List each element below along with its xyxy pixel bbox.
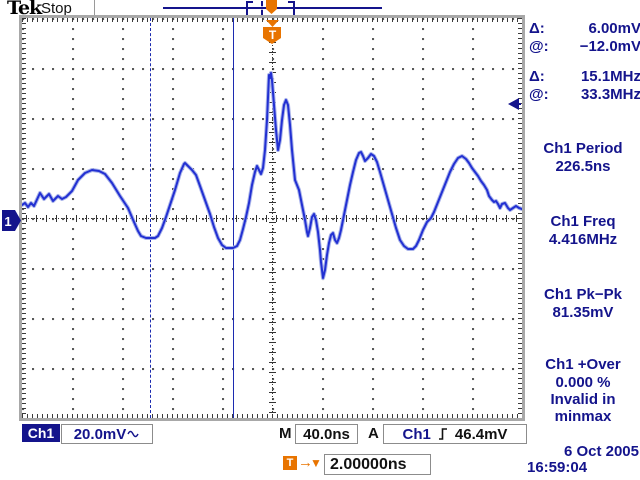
record-trigger-flag-icon xyxy=(266,0,277,14)
cursor-readout-at-f: @: 33.3MHz xyxy=(527,86,640,103)
time-display: 16:59:04 xyxy=(527,459,588,476)
meas3-value: 81.35mV xyxy=(552,304,614,321)
meas1-title: Ch1 Period xyxy=(543,140,623,157)
trigger-field: Ch1 46.4mV xyxy=(383,424,527,444)
meas4-title: Ch1 +Over xyxy=(545,356,621,373)
trigger-position-field: 2.00000ns xyxy=(324,454,431,475)
cursor-dashed xyxy=(150,18,151,418)
brand-logo: Tek xyxy=(7,0,42,19)
readout-column: Δ: 6.00mV @: −12.0mV Δ: 15.1MHz @: 33.3M… xyxy=(527,0,640,480)
cursor-readout-at-v: @: −12.0mV xyxy=(527,38,640,55)
trigger-level-value: 46.4mV xyxy=(454,425,508,443)
trigger-t-icon: T xyxy=(283,456,297,470)
delta-symbol: Δ: xyxy=(529,20,545,37)
at-v-value: −12.0mV xyxy=(579,38,640,55)
at-symbol: @: xyxy=(529,38,549,55)
delta-v-value: 6.00mV xyxy=(588,20,640,37)
cursor-readout-delta-f: Δ: 15.1MHz xyxy=(527,68,640,85)
right-arrow-icon: → xyxy=(298,454,313,471)
rising-edge-icon xyxy=(438,428,447,440)
meas3-title: Ch1 Pk−Pk xyxy=(544,286,622,303)
date-display: 6 Oct 2005 xyxy=(563,443,639,460)
at-symbol: @: xyxy=(529,86,549,103)
waveform-glow xyxy=(22,71,522,280)
channel1-ground-marker: 1 xyxy=(2,210,21,231)
graticule: T xyxy=(19,15,525,421)
meas2-title: Ch1 Freq xyxy=(550,213,616,230)
waveform-trace xyxy=(22,72,522,279)
trigger-level-arrow-icon xyxy=(508,98,521,110)
ac-coupling-icon xyxy=(127,430,139,438)
timebase-label: M xyxy=(279,425,292,442)
meas4-note1: Invalid in xyxy=(550,391,616,408)
cursor-readout-delta-v: Δ: 6.00mV xyxy=(527,20,640,37)
down-triangle-icon: ▼ xyxy=(310,456,322,470)
trigger-source: Ch1 xyxy=(402,425,431,443)
delta-f-value: 15.1MHz xyxy=(580,68,640,85)
trigger-mode-label: A xyxy=(368,425,379,442)
channel1-scale-value: 20.0mV xyxy=(73,425,127,443)
svg-text:1: 1 xyxy=(4,214,11,229)
waveform-svg xyxy=(22,71,522,280)
acquisition-status: Stop xyxy=(41,0,72,17)
channel1-scale-field: 20.0mV xyxy=(61,424,153,444)
at-f-value: 33.3MHz xyxy=(580,86,640,103)
trigger-position-arrow-icon xyxy=(266,20,279,27)
svg-text:T: T xyxy=(269,28,277,42)
center-vertical-axis-ticks xyxy=(269,18,276,418)
timebase-field: 40.0ns xyxy=(295,424,358,444)
trigger-position-t-icon: T xyxy=(263,27,281,44)
meas1-value: 226.5ns xyxy=(555,158,611,175)
header-divider xyxy=(94,0,95,17)
meas2-value: 4.416MHz xyxy=(548,231,618,248)
meas4-value: 0.000 % xyxy=(555,374,611,391)
delta-symbol: Δ: xyxy=(529,68,545,85)
record-cursor-dash xyxy=(261,1,263,15)
cursor-solid xyxy=(233,18,234,418)
channel1-badge: Ch1 xyxy=(22,424,60,442)
meas4-note2: minmax xyxy=(554,408,612,425)
